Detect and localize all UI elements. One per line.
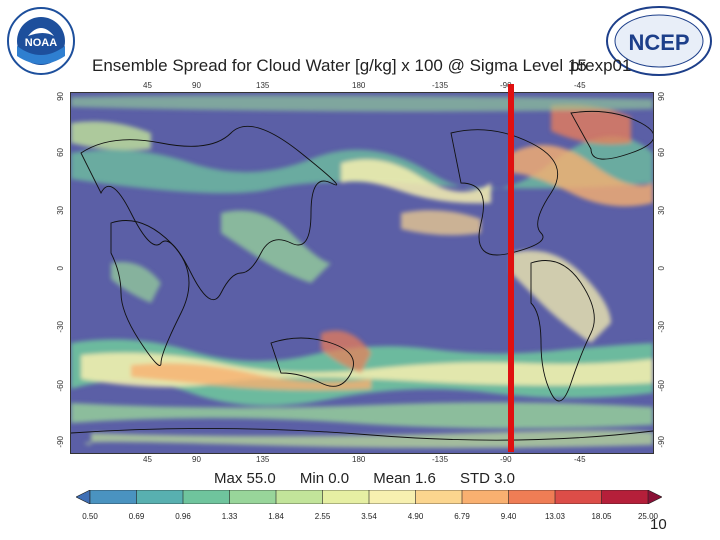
lat-tick-left: -90 bbox=[56, 436, 65, 448]
colorbar-swatch bbox=[415, 489, 463, 505]
colorbar-swatch bbox=[647, 489, 663, 505]
lon-tick-top: 45 bbox=[143, 81, 152, 90]
coastlines bbox=[71, 110, 653, 441]
map-title: Ensemble Spread for Cloud Water [g/kg] x… bbox=[92, 56, 652, 76]
lon-tick-top: 90 bbox=[192, 81, 201, 90]
lon-tick-bottom: 90 bbox=[192, 455, 201, 464]
title-run: prexp01 bbox=[570, 56, 632, 75]
colorbar-swatch bbox=[136, 489, 184, 505]
lat-tick-right: 90 bbox=[657, 92, 666, 101]
colorbar-label: 2.55 bbox=[314, 512, 331, 521]
lat-tick-left: 90 bbox=[56, 92, 65, 101]
lat-tick-right: -60 bbox=[657, 380, 666, 392]
colorbar-label: 6.79 bbox=[454, 512, 470, 521]
lon-tick-bottom: -45 bbox=[574, 455, 586, 464]
lat-tick-left: -60 bbox=[56, 380, 65, 392]
lon-tick-top: -45 bbox=[574, 81, 586, 90]
stat-mean: Mean 1.6 bbox=[373, 470, 436, 487]
page-number: 10 bbox=[650, 516, 667, 533]
colorbar-label: 13.03 bbox=[544, 512, 566, 521]
colorbar-label: 0.50 bbox=[82, 512, 98, 521]
colorbar-label: 1.84 bbox=[268, 512, 284, 521]
lat-tick-left: 30 bbox=[56, 206, 65, 215]
ncep-logo-text: NCEP bbox=[628, 30, 689, 55]
ncep-logo: NCEP bbox=[604, 4, 714, 78]
lon-tick-top: -135 bbox=[432, 81, 449, 90]
lon-tick-bottom: 180 bbox=[352, 455, 366, 464]
lon-tick-top: -90 bbox=[500, 81, 512, 90]
colorbar-label: 1.33 bbox=[221, 512, 238, 521]
lat-tick-left: 0 bbox=[56, 266, 65, 271]
lon-tick-top: 180 bbox=[352, 81, 366, 90]
colorbar bbox=[75, 489, 663, 505]
colorbar-label: 25.00 bbox=[637, 512, 659, 521]
colorbar-label: 0.96 bbox=[175, 512, 191, 521]
colorbar-swatch bbox=[601, 489, 649, 505]
colorbar-label: 9.40 bbox=[500, 512, 517, 521]
lon-tick-bottom: -135 bbox=[432, 455, 449, 464]
stat-std: STD 3.0 bbox=[459, 470, 515, 487]
cloud-water-spread-map bbox=[70, 92, 654, 454]
title-main: Ensemble Spread for Cloud Water [g/kg] x… bbox=[92, 56, 587, 75]
colorbar-label: 4.90 bbox=[407, 512, 424, 521]
lon-tick-top: 135 bbox=[256, 81, 270, 90]
colorbar-label: 3.54 bbox=[361, 512, 377, 521]
colorbar-swatch bbox=[368, 489, 417, 505]
lat-tick-left: -30 bbox=[56, 321, 65, 333]
lat-tick-left: 60 bbox=[56, 148, 65, 157]
colorbar-swatch bbox=[275, 489, 324, 505]
lat-tick-right: -90 bbox=[657, 436, 666, 448]
colorbar-label: 18.05 bbox=[591, 512, 612, 521]
lat-tick-right: 0 bbox=[657, 266, 666, 271]
noaa-logo: NOAA bbox=[6, 6, 76, 76]
stat-max: Max 55.0 bbox=[214, 470, 276, 487]
noaa-logo-text: NOAA bbox=[25, 37, 57, 49]
colorbar-swatch bbox=[75, 489, 91, 505]
colorbar-swatch bbox=[322, 489, 370, 505]
stat-min: Min 0.0 bbox=[299, 470, 350, 487]
lat-tick-right: 30 bbox=[657, 206, 666, 215]
lat-tick-right: -30 bbox=[657, 321, 666, 333]
highlight-longitude-line bbox=[508, 84, 514, 452]
lon-tick-bottom: 135 bbox=[256, 455, 270, 464]
colorbar-swatch bbox=[89, 489, 138, 505]
colorbar-swatch bbox=[229, 489, 277, 505]
lon-tick-bottom: -90 bbox=[500, 455, 512, 464]
colorbar-swatch bbox=[554, 489, 603, 505]
stats-line: Max 55.0 Min 0.0 Mean 1.6 STD 3.0 bbox=[214, 470, 535, 487]
lon-tick-bottom: 45 bbox=[143, 455, 152, 464]
colorbar-swatch bbox=[461, 489, 510, 505]
lat-tick-right: 60 bbox=[657, 148, 666, 157]
colorbar-swatch bbox=[182, 489, 231, 505]
colorbar-swatch bbox=[508, 489, 556, 505]
colorbar-label: 0.69 bbox=[128, 512, 145, 521]
